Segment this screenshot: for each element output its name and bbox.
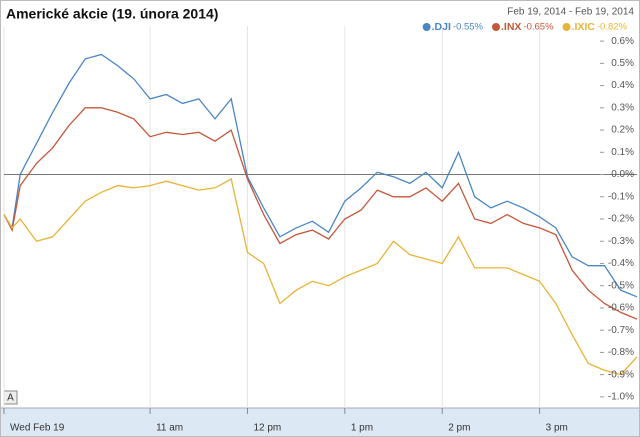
series-line	[3, 107, 638, 320]
y-tick-label: -0.7%	[608, 325, 634, 336]
y-tick-label: -0.2%	[608, 214, 634, 225]
series-line	[3, 53, 638, 298]
date-range: Feb 19, 2014 - Feb 19, 2014	[507, 7, 634, 18]
chart-title: Americké akcie (19. února 2014)	[6, 6, 218, 22]
legend-label: .DJI	[432, 21, 451, 33]
x-tick-label: 12 pm	[253, 423, 281, 434]
y-tick-label: -0.6%	[608, 303, 634, 314]
y-tick-label: -0.4%	[608, 258, 634, 269]
y-tick-label: 0.3%	[611, 102, 634, 113]
y-tick-label: 0.1%	[611, 147, 634, 158]
legend-label: .IXIC	[572, 21, 596, 33]
y-tick-label: -0.3%	[608, 236, 634, 247]
y-tick-label: 0.5%	[611, 58, 634, 69]
legend-change: -0.65%	[523, 22, 554, 33]
x-tick-label: 3 pm	[546, 423, 568, 434]
y-tick-label: -0.5%	[608, 280, 634, 291]
y-tick-label: 0.0%	[611, 169, 634, 180]
x-tick-label: Wed Feb 19	[10, 423, 65, 434]
annotation: A	[7, 393, 14, 404]
legend-change: -0.55%	[453, 22, 484, 33]
y-tick-label: 0.2%	[611, 125, 634, 136]
y-tick-label: -0.9%	[608, 369, 634, 380]
y-tick-label: 0.6%	[611, 36, 634, 47]
legend-marker	[422, 23, 431, 31]
x-tick-label: 11 am	[156, 423, 183, 434]
y-tick-label: -0.8%	[608, 347, 634, 358]
legend-change: -0.82%	[597, 22, 628, 33]
x-tick-label: 2 pm	[448, 423, 470, 434]
x-axis-band	[1, 408, 639, 436]
x-tick-label: 1 pm	[351, 423, 373, 434]
y-tick-label: -0.1%	[608, 191, 634, 202]
legend: .DJI -0.55% .INX -0.65% .IXIC -0.82%	[422, 21, 628, 33]
series-line	[3, 178, 638, 376]
y-tick-label: -1.0%	[608, 392, 634, 403]
legend-marker	[562, 23, 571, 31]
legend-label: .INX	[501, 21, 521, 33]
y-tick-label: 0.4%	[611, 80, 634, 91]
legend-marker	[492, 23, 501, 31]
